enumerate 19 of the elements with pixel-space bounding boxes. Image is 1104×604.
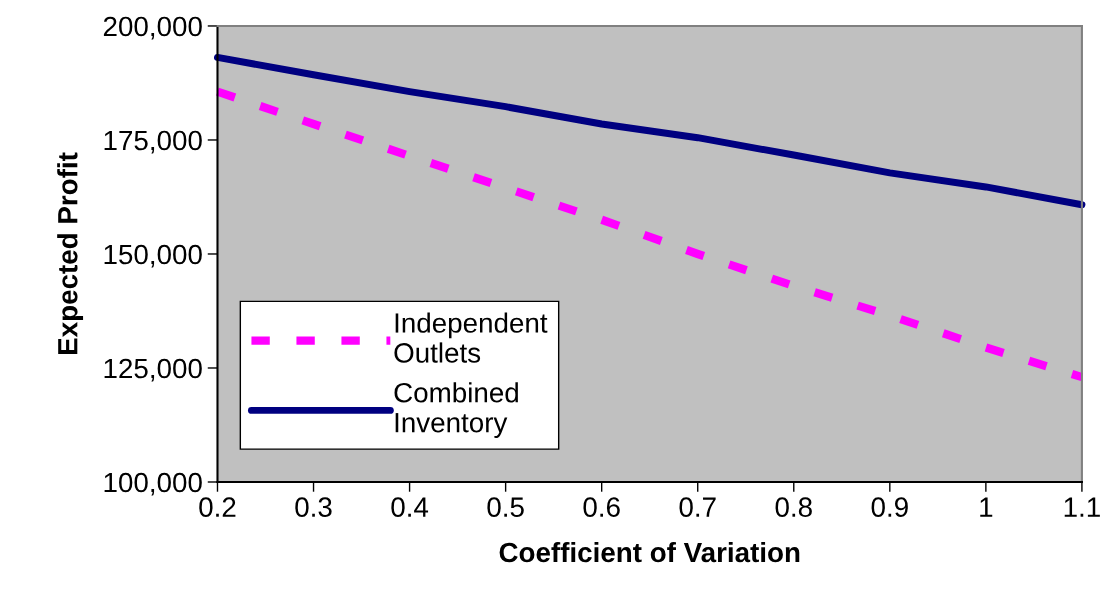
x-tick-label: 0.4: [391, 497, 429, 517]
x-tick-label: 0.7: [679, 497, 716, 517]
y-tick-label: 125,000: [104, 358, 202, 382]
x-tick-label: 0.8: [775, 497, 812, 517]
x-tick-label: 1: [980, 497, 993, 517]
x-tick-label: 1.1: [1064, 497, 1100, 517]
y-tick-label: 175,000: [104, 130, 202, 154]
x-tick-label: 0.9: [871, 497, 908, 517]
x-tick-label: 0.5: [487, 497, 524, 517]
y-axis-title: Expected Profit: [57, 152, 84, 354]
x-tick-label: 0.2: [199, 497, 236, 517]
y-tick-label: 150,000: [104, 244, 202, 268]
legend-label: Independent Outlets: [394, 312, 548, 363]
x-tick-label: 0.6: [583, 497, 620, 517]
y-tick-label: 200,000: [103, 16, 202, 40]
y-tick-label: 100,000: [104, 472, 202, 496]
x-tick-label: 0.3: [295, 497, 332, 517]
x-axis-title: Coefficient of Variation: [499, 541, 800, 563]
legend-label: Combined Inventory: [394, 382, 518, 438]
